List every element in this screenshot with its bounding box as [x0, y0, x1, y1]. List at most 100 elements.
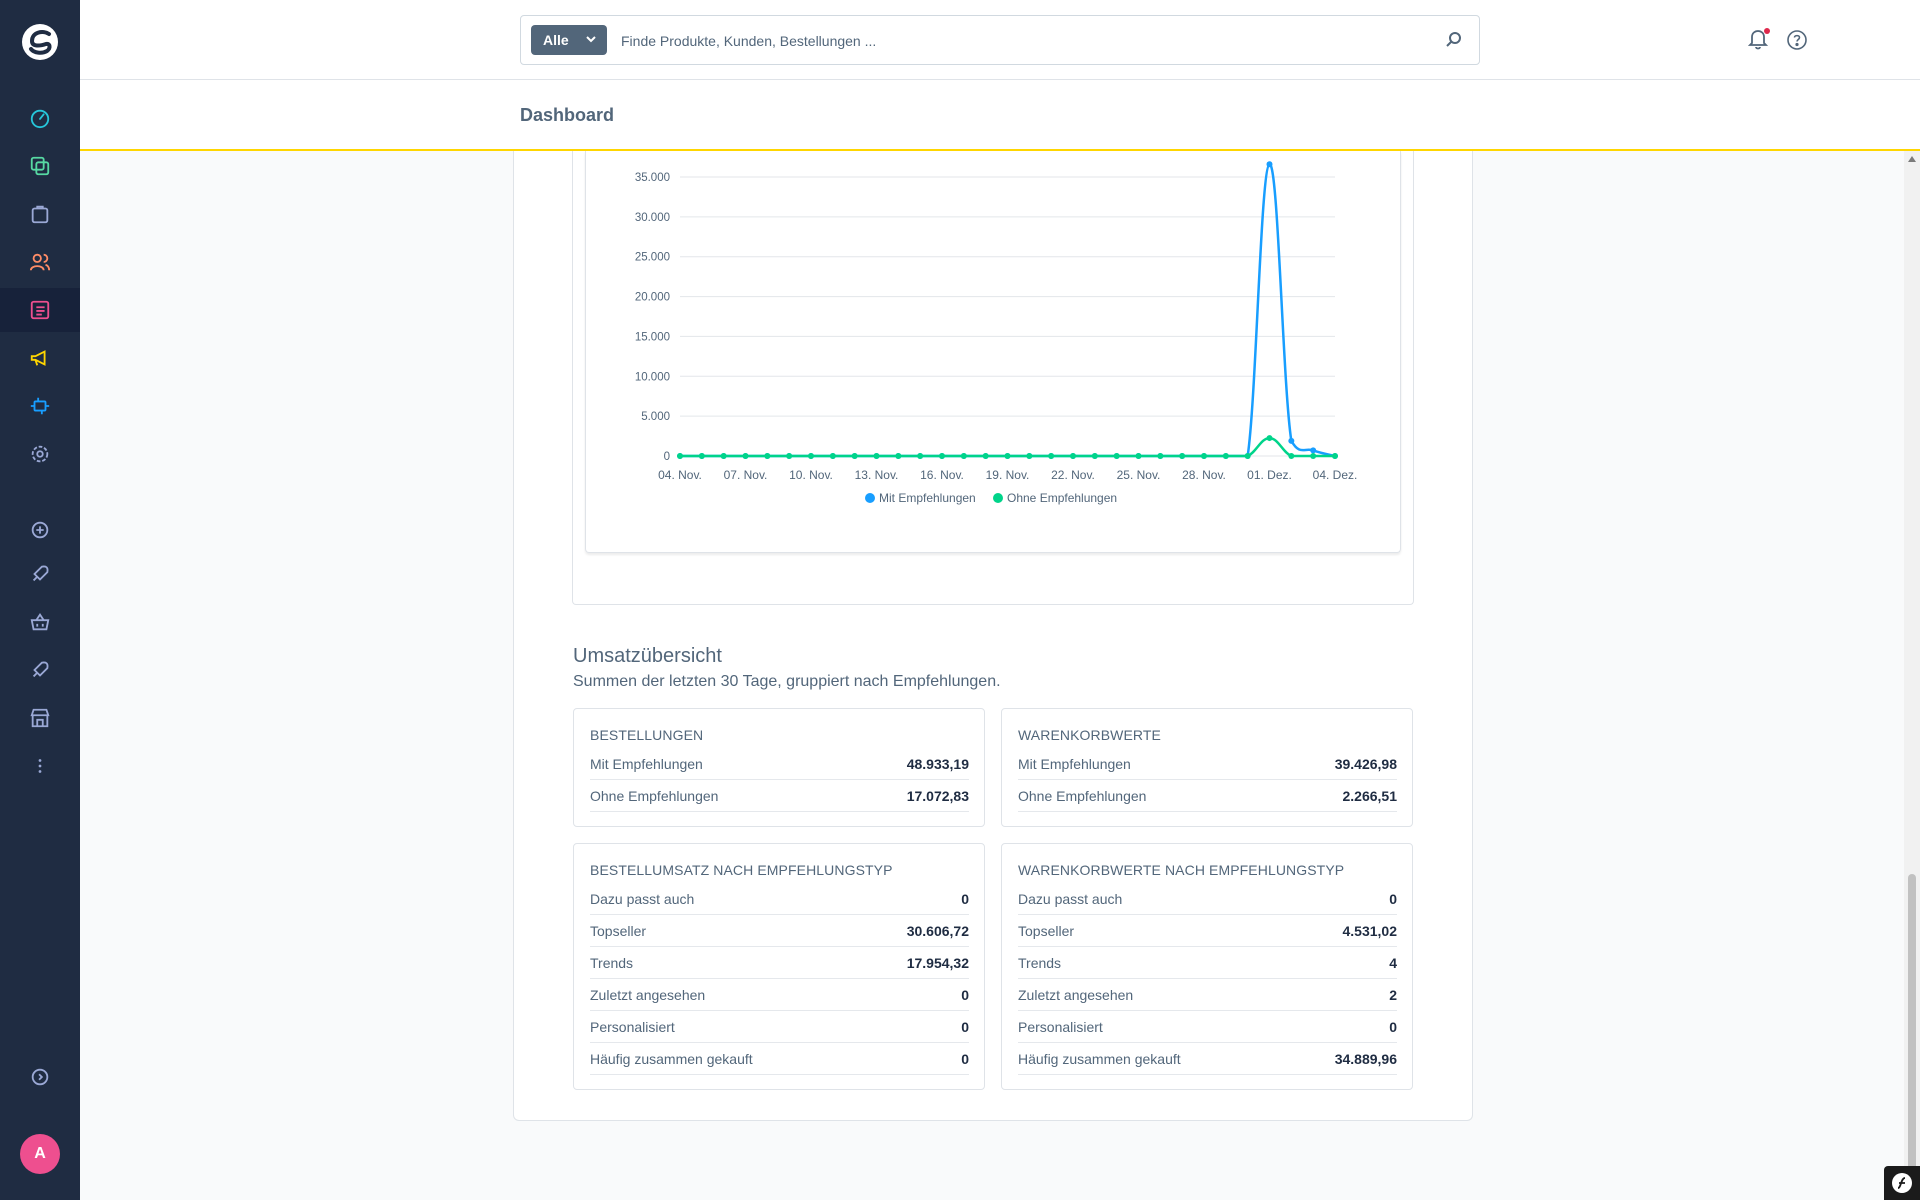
orders-icon	[31, 205, 49, 224]
shopware-logo-icon[interactable]	[20, 22, 60, 62]
symfony-icon	[1892, 1173, 1912, 1193]
stat-value: 4	[1389, 955, 1397, 971]
data-point	[1070, 453, 1076, 459]
page-scrollbar[interactable]	[1904, 151, 1920, 1200]
y-tick-label: 35.000	[635, 172, 670, 184]
stat-card-title: BESTELLUNGEN	[590, 727, 704, 743]
stat-card-cart-values-by-type: WARENKORBWERTE NACH EMPFEHLUNGSTYP Dazu …	[1001, 843, 1413, 1090]
sidebar-item-rocket-2[interactable]	[0, 648, 80, 692]
stat-card-order-revenue-by-type: BESTELLUMSATZ NACH EMPFEHLUNGSTYP Dazu p…	[573, 843, 985, 1090]
data-point	[1113, 453, 1120, 459]
chart-panel	[585, 151, 1401, 553]
legend-marker	[993, 493, 1003, 503]
sidebar-item-content[interactable]	[0, 288, 80, 332]
catalog-icon	[30, 156, 50, 176]
data-point	[808, 453, 814, 459]
legend-marker	[865, 493, 875, 503]
stat-label: Häufig zusammen gekauft	[590, 1051, 753, 1067]
y-tick-label: 15.000	[635, 331, 670, 343]
sidebar-item-catalog[interactable]	[0, 144, 80, 188]
stat-row: Häufig zusammen gekauft 0	[590, 1043, 969, 1075]
summary-title: Umsatzübersicht	[573, 645, 722, 667]
stat-value: 48.933,19	[906, 756, 969, 772]
search-type-select[interactable]: Alle	[531, 25, 607, 55]
data-point	[851, 453, 858, 459]
sidebar-expand-button[interactable]	[0, 1055, 80, 1099]
stat-label: Ohne Empfehlungen	[1018, 788, 1147, 804]
stat-label: Mit Empfehlungen	[590, 756, 703, 772]
stat-card-title: WARENKORBWERTE	[1018, 727, 1161, 743]
stat-label: Trends	[1018, 955, 1062, 971]
symfony-toolbar-button[interactable]	[1884, 1166, 1920, 1200]
stat-value: 0	[961, 891, 969, 907]
data-point	[960, 453, 967, 459]
series-line	[680, 162, 1336, 458]
sidebar-item-settings[interactable]	[0, 432, 80, 476]
x-tick-label: 01. Dez.	[1247, 468, 1292, 482]
stat-value: 0	[1389, 1019, 1397, 1035]
data-point	[982, 453, 989, 459]
data-point	[764, 453, 771, 459]
avatar[interactable]: A	[20, 1134, 60, 1174]
stat-value: 30.606,72	[906, 923, 969, 939]
sidebar-item-orders[interactable]	[0, 192, 80, 236]
chevron-right-circle-icon	[31, 1068, 49, 1086]
stat-value: 39.426,98	[1334, 756, 1397, 772]
x-tick-label: 25. Nov.	[1117, 468, 1161, 482]
sidebar-item-dashboard[interactable]	[0, 96, 80, 140]
stat-value: 0	[1389, 891, 1397, 907]
stat-row: Zuletzt angesehen 0	[590, 979, 969, 1011]
sidebar-item-store[interactable]	[0, 696, 80, 740]
stat-row: Personalisiert 0	[1018, 1011, 1397, 1043]
data-point	[873, 453, 880, 459]
topbar: Alle	[80, 0, 1920, 80]
customers-icon	[29, 253, 51, 271]
stat-label: Häufig zusammen gekauft	[1018, 1051, 1181, 1067]
chart-container	[572, 151, 1414, 605]
stat-label: Personalisiert	[590, 1019, 675, 1035]
sidebar-item-more[interactable]	[0, 744, 80, 788]
search-input[interactable]	[621, 26, 1421, 56]
y-tick-label: 25.000	[635, 252, 670, 264]
data-point	[1048, 453, 1055, 459]
help-icon[interactable]	[1786, 29, 1808, 51]
stat-value: 34.889,96	[1334, 1051, 1397, 1067]
stat-row: Mit Empfehlungen 39.426,98	[1018, 748, 1397, 780]
data-point	[1201, 453, 1207, 459]
sidebar-item-customers[interactable]	[0, 240, 80, 284]
stat-value: 17.072,83	[906, 788, 969, 804]
stat-label: Dazu passt auch	[590, 891, 695, 907]
marketing-icon	[30, 350, 46, 366]
search-type-label: Alle	[543, 32, 569, 48]
stat-value: 4.531,02	[1342, 923, 1398, 939]
sidebar-item-basket[interactable]	[0, 600, 80, 644]
notification-bell-icon[interactable]	[1748, 28, 1768, 50]
y-tick-label: 20.000	[635, 292, 670, 304]
stat-label: Topseller	[590, 923, 647, 939]
sidebar-item-marketing[interactable]	[0, 336, 80, 380]
scroll-up-arrow-icon[interactable]	[1908, 156, 1916, 162]
data-point	[1310, 447, 1317, 454]
sidebar-item-rocket[interactable]	[0, 552, 80, 596]
data-point	[1266, 161, 1273, 168]
extensions-icon	[30, 397, 50, 415]
data-point	[742, 453, 749, 459]
stat-row: Mit Empfehlungen 48.933,19	[590, 748, 969, 780]
x-tick-label: 13. Nov.	[855, 468, 899, 482]
search-icon[interactable]	[1445, 31, 1463, 49]
sidebar-item-extensions[interactable]	[0, 384, 80, 428]
stat-label: Mit Empfehlungen	[1018, 756, 1131, 772]
data-point	[1026, 453, 1033, 459]
data-point	[1288, 453, 1295, 459]
stat-row: Trends 17.954,32	[590, 947, 969, 979]
x-tick-label: 04. Dez.	[1313, 468, 1358, 482]
stat-row: Ohne Empfehlungen 17.072,83	[590, 780, 969, 812]
scroll-thumb[interactable]	[1908, 874, 1916, 1200]
stat-label: Zuletzt angesehen	[590, 987, 706, 1003]
y-tick-label: 30.000	[635, 212, 670, 224]
y-tick-label: 10.000	[635, 371, 670, 383]
stat-value: 0	[961, 1019, 969, 1035]
sidebar-item-add[interactable]	[0, 508, 80, 552]
data-point	[1244, 453, 1251, 459]
x-tick-label: 22. Nov.	[1051, 468, 1095, 482]
